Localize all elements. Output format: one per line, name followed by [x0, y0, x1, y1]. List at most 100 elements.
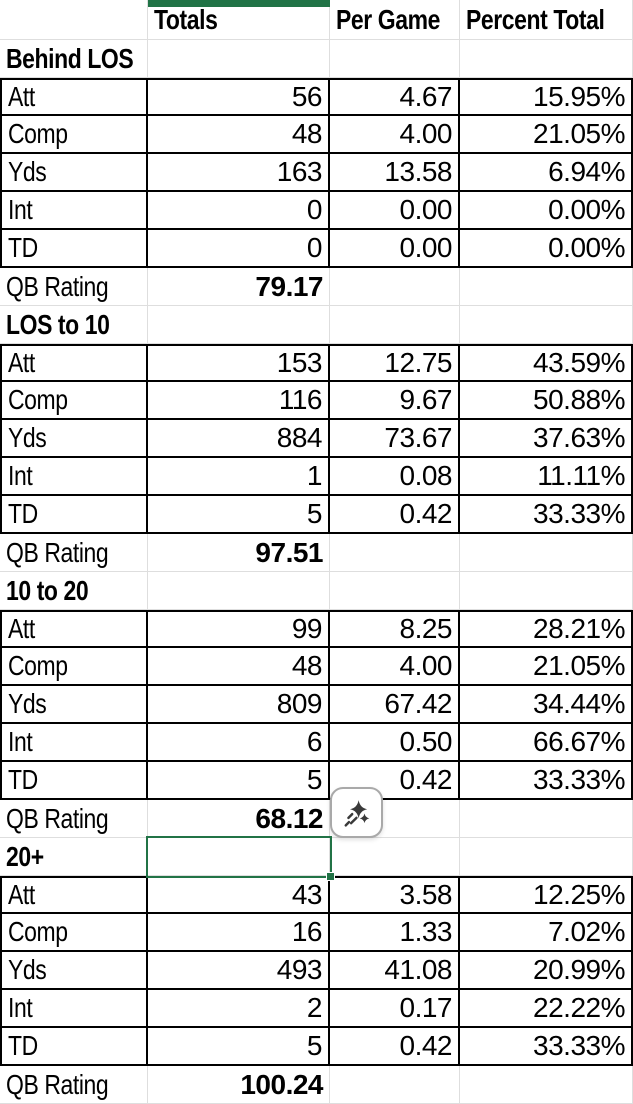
empty-cell[interactable]: [460, 838, 633, 876]
corner-cell[interactable]: [0, 0, 148, 40]
per-game-value-cell[interactable]: 13.58: [330, 154, 460, 192]
per-game-value-cell[interactable]: 73.67: [330, 420, 460, 458]
empty-cell[interactable]: [460, 268, 633, 306]
totals-value-cell[interactable]: 2: [148, 990, 330, 1028]
row-label-cell[interactable]: Att: [0, 344, 148, 382]
totals-value-cell[interactable]: 153: [148, 344, 330, 382]
empty-cell[interactable]: [460, 534, 633, 572]
per-game-value-cell[interactable]: 4.00: [330, 116, 460, 154]
percent-total-value-cell[interactable]: 21.05%: [460, 116, 633, 154]
row-label-cell[interactable]: Int: [0, 458, 148, 496]
row-label-cell[interactable]: Att: [0, 610, 148, 648]
totals-value-cell[interactable]: 809: [148, 686, 330, 724]
row-label-cell[interactable]: Yds: [0, 420, 148, 458]
percent-total-value-cell[interactable]: 20.99%: [460, 952, 633, 990]
row-label-cell[interactable]: Comp: [0, 648, 148, 686]
empty-cell[interactable]: [148, 306, 330, 344]
totals-value-cell[interactable]: 6: [148, 724, 330, 762]
qb-rating-value-cell[interactable]: 68.12: [148, 800, 330, 838]
qb-rating-label-cell[interactable]: QB Rating: [0, 534, 148, 572]
percent-total-value-cell[interactable]: 50.88%: [460, 382, 633, 420]
percent-total-value-cell[interactable]: 0.00%: [460, 192, 633, 230]
percent-total-value-cell[interactable]: 7.02%: [460, 914, 633, 952]
row-label-cell[interactable]: Att: [0, 876, 148, 914]
empty-cell[interactable]: [460, 800, 633, 838]
empty-cell[interactable]: [330, 1066, 460, 1104]
row-label-cell[interactable]: Yds: [0, 952, 148, 990]
percent-total-value-cell[interactable]: 33.33%: [460, 762, 633, 800]
row-label-cell[interactable]: Int: [0, 192, 148, 230]
totals-value-cell[interactable]: 16: [148, 914, 330, 952]
per-game-value-cell[interactable]: 41.08: [330, 952, 460, 990]
per-game-value-cell[interactable]: 3.58: [330, 876, 460, 914]
percent-total-value-cell[interactable]: 22.22%: [460, 990, 633, 1028]
row-label-cell[interactable]: Comp: [0, 914, 148, 952]
row-label-cell[interactable]: Comp: [0, 382, 148, 420]
section-title-cell[interactable]: LOS to 10: [0, 306, 148, 344]
totals-value-cell[interactable]: 5: [148, 1028, 330, 1066]
percent-total-value-cell[interactable]: 11.11%: [460, 458, 633, 496]
totals-value-cell[interactable]: 56: [148, 78, 330, 116]
per-game-value-cell[interactable]: 0.08: [330, 458, 460, 496]
empty-cell[interactable]: [330, 800, 460, 838]
percent-total-value-cell[interactable]: 37.63%: [460, 420, 633, 458]
per-game-value-cell[interactable]: 67.42: [330, 686, 460, 724]
empty-cell[interactable]: [330, 534, 460, 572]
empty-cell[interactable]: [330, 40, 460, 78]
per-game-value-cell[interactable]: 0.42: [330, 1028, 460, 1066]
section-title-cell[interactable]: 10 to 20: [0, 572, 148, 610]
qb-rating-label-cell[interactable]: QB Rating: [0, 268, 148, 306]
column-header-totals[interactable]: Totals: [148, 0, 330, 40]
totals-value-cell[interactable]: 0: [148, 192, 330, 230]
percent-total-value-cell[interactable]: 34.44%: [460, 686, 633, 724]
percent-total-value-cell[interactable]: 15.95%: [460, 78, 633, 116]
totals-value-cell[interactable]: 116: [148, 382, 330, 420]
totals-value-cell[interactable]: 0: [148, 230, 330, 268]
qb-rating-value-cell[interactable]: 79.17: [148, 268, 330, 306]
fill-handle[interactable]: [326, 872, 335, 881]
empty-cell[interactable]: [330, 268, 460, 306]
row-label-cell[interactable]: Int: [0, 724, 148, 762]
percent-total-value-cell[interactable]: 66.67%: [460, 724, 633, 762]
empty-cell[interactable]: [460, 572, 633, 610]
totals-value-cell[interactable]: 5: [148, 762, 330, 800]
empty-cell[interactable]: [330, 306, 460, 344]
per-game-value-cell[interactable]: 4.67: [330, 78, 460, 116]
totals-value-cell[interactable]: 5: [148, 496, 330, 534]
empty-cell[interactable]: [460, 1066, 633, 1104]
totals-value-cell[interactable]: 48: [148, 648, 330, 686]
empty-cell[interactable]: [330, 838, 460, 876]
totals-value-cell[interactable]: 163: [148, 154, 330, 192]
per-game-value-cell[interactable]: 8.25: [330, 610, 460, 648]
totals-value-cell[interactable]: 43: [148, 876, 330, 914]
row-label-cell[interactable]: Yds: [0, 154, 148, 192]
percent-total-value-cell[interactable]: 33.33%: [460, 496, 633, 534]
qb-rating-value-cell[interactable]: 97.51: [148, 534, 330, 572]
totals-value-cell[interactable]: 99: [148, 610, 330, 648]
empty-cell[interactable]: [330, 572, 460, 610]
section-title-cell[interactable]: 20+: [0, 838, 148, 876]
row-label-cell[interactable]: Int: [0, 990, 148, 1028]
qb-rating-value-cell[interactable]: 100.24: [148, 1066, 330, 1104]
percent-total-value-cell[interactable]: 6.94%: [460, 154, 633, 192]
per-game-value-cell[interactable]: 0.00: [330, 230, 460, 268]
qb-rating-label-cell[interactable]: QB Rating: [0, 800, 148, 838]
per-game-value-cell[interactable]: 0.42: [330, 496, 460, 534]
per-game-value-cell[interactable]: 1.33: [330, 914, 460, 952]
row-label-cell[interactable]: TD: [0, 1028, 148, 1066]
qb-rating-label-cell[interactable]: QB Rating: [0, 1066, 148, 1104]
per-game-value-cell[interactable]: 0.00: [330, 192, 460, 230]
selected-cell[interactable]: [148, 838, 330, 876]
column-header-per-game[interactable]: Per Game: [330, 0, 460, 40]
per-game-value-cell[interactable]: 0.50: [330, 724, 460, 762]
per-game-value-cell[interactable]: 0.17: [330, 990, 460, 1028]
percent-total-value-cell[interactable]: 21.05%: [460, 648, 633, 686]
totals-value-cell[interactable]: 884: [148, 420, 330, 458]
column-header-percent-total[interactable]: Percent Total: [460, 0, 633, 40]
per-game-value-cell[interactable]: 4.00: [330, 648, 460, 686]
section-title-cell[interactable]: Behind LOS: [0, 40, 148, 78]
per-game-value-cell[interactable]: 9.67: [330, 382, 460, 420]
row-label-cell[interactable]: Yds: [0, 686, 148, 724]
percent-total-value-cell[interactable]: 0.00%: [460, 230, 633, 268]
row-label-cell[interactable]: Comp: [0, 116, 148, 154]
